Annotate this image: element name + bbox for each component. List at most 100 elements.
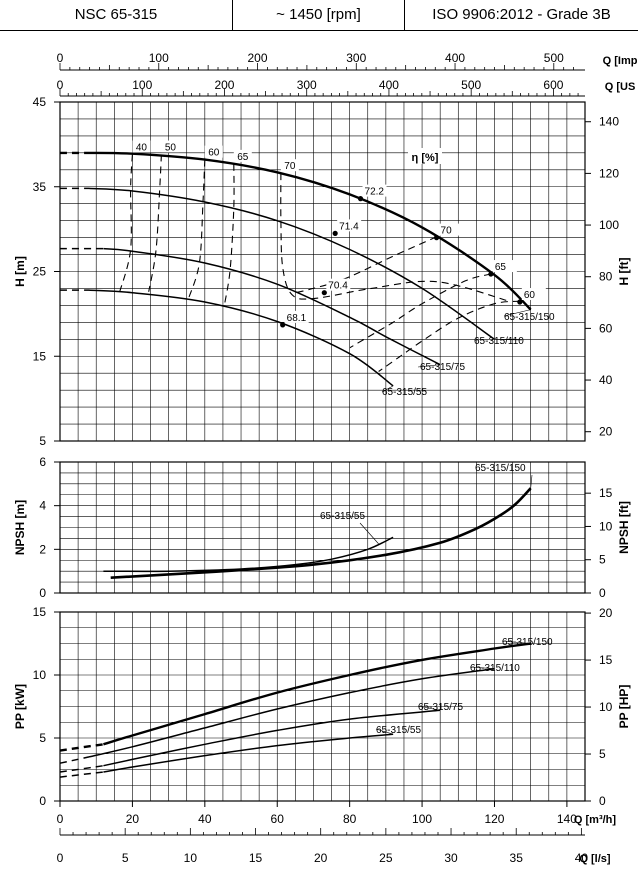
efficiency-contour-65 [224, 163, 235, 304]
model-cell: NSC 65-315 [0, 0, 233, 30]
imp-axis-title: Q [Imp gpm] [603, 55, 638, 67]
power-hp-axis-title: PP [HP] [617, 685, 631, 729]
efficiency-label-bg [132, 140, 151, 153]
power-curve-65-315/110 [88, 667, 495, 758]
q-tick-label: 60 [271, 812, 285, 826]
power-curve-65-315/110-dashed [59, 756, 90, 764]
imp-tick-label: 200 [248, 51, 268, 65]
power-y2-tick-label: 15 [599, 653, 613, 667]
power-label-150-leader [501, 640, 531, 644]
npsh-label-55-leader [359, 522, 379, 545]
efficiency-point-label-70: 70 [441, 226, 453, 237]
power-label-75-leader [417, 705, 441, 711]
efficiency-contour-60 [378, 300, 520, 372]
efficiency-label-60: 60 [208, 148, 220, 159]
head-y-tick-label: 35 [33, 180, 47, 194]
q-axis-title: Q [m³/h] [574, 814, 616, 826]
power-y-tick-label: 0 [39, 794, 46, 808]
head-curve-65-315/150 [88, 151, 532, 311]
head-y2-tick-label: 140 [599, 115, 619, 129]
imp-tick-label: 100 [149, 51, 169, 65]
head-y2-tick-label: 100 [599, 218, 619, 232]
us-tick-label: 300 [297, 78, 317, 92]
efficiency-point-label-68.1: 68.1 [287, 313, 307, 324]
efficiency-contour-60 [187, 159, 206, 299]
efficiency-label-70: 70 [284, 161, 296, 172]
header-bar: NSC 65-315 ~ 1450 [rpm] ISO 9906:2012 - … [0, 0, 638, 31]
ls-axis-title: Q [l/s] [579, 853, 611, 865]
efficiency-point-label-72.2: 72.2 [365, 187, 385, 198]
npsh-curve-65-315/55 [103, 536, 394, 573]
imp-tick-label: 0 [57, 51, 64, 65]
efficiency-label-bg [204, 145, 223, 158]
power-curve-65-315/75 [103, 709, 441, 767]
head-label-110: 65-315/110 [474, 336, 524, 347]
efficiency-contour-40 [119, 154, 133, 292]
efficiency-point-bg [521, 288, 546, 301]
efficiency-point-label-60: 60 [524, 290, 536, 301]
head-y2-tick-label: 120 [599, 166, 619, 180]
head-y2-tick-label: 60 [599, 321, 613, 335]
ls-tick-label: 40 [575, 851, 589, 865]
npsh-y2-tick-label: 0 [599, 586, 606, 600]
q-tick-label: 100 [412, 812, 432, 826]
ls-tick-label: 20 [314, 851, 328, 865]
us-tick-label: 0 [57, 78, 64, 92]
power-label-110: 65-315/110 [470, 663, 520, 674]
efficiency-label-40: 40 [136, 143, 148, 154]
efficiency-point-bg [362, 184, 387, 197]
imp-tick-label: 400 [445, 51, 465, 65]
head-y2-tick-label: 40 [599, 373, 613, 387]
power-y-tick-label: 15 [33, 605, 47, 619]
npsh-label-150: 65-315/150 [475, 463, 526, 474]
power-y-tick-label: 10 [33, 668, 47, 682]
efficiency-point-bg [284, 310, 309, 323]
efficiency-point-68.1 [280, 322, 286, 328]
efficiency-contour-65 [349, 273, 492, 349]
ls-tick-label: 30 [444, 851, 458, 865]
efficiency-point-bg [326, 278, 351, 291]
us-axis-title: Q [US gpm] [605, 81, 638, 93]
efficiency-contour-70 [291, 236, 437, 295]
head-axis-title: H [m] [13, 256, 27, 287]
head-y2-tick-label: 20 [599, 425, 613, 439]
efficiency-point-60 [517, 299, 523, 305]
q-tick-label: 140 [557, 812, 577, 826]
efficiency-label-50: 50 [165, 143, 177, 154]
power-label-75: 65-315/75 [418, 702, 463, 713]
ls-tick-label: 0 [57, 851, 64, 865]
power-y2-tick-label: 5 [599, 747, 606, 761]
us-tick-label: 400 [379, 78, 399, 92]
npsh-y-tick-label: 6 [39, 455, 46, 469]
head-label-150: 65-315/150 [504, 312, 555, 323]
npsh-axis-title: NPSH [m] [13, 500, 27, 555]
power-curve-65-315/75-dashed [59, 764, 104, 773]
q-tick-label: 80 [343, 812, 357, 826]
head-ft-axis-title: H [ft] [617, 258, 631, 286]
npsh-panel-frame [59, 461, 586, 594]
head-label-55: 65-315/55 [382, 387, 427, 398]
efficiency-contour-50 [148, 154, 162, 292]
us-tick-label: 500 [461, 78, 481, 92]
npsh-y-tick-label: 4 [39, 499, 46, 513]
head-y-tick-label: 25 [33, 265, 47, 279]
power-y2-tick-label: 0 [599, 794, 606, 808]
head-y2-tick-label: 80 [599, 270, 613, 284]
q-tick-label: 120 [484, 812, 504, 826]
power-label-110-leader [469, 666, 495, 669]
efficiency-point-65 [488, 271, 494, 277]
us-tick-label: 100 [132, 78, 152, 92]
power-label-55: 65-315/55 [376, 725, 421, 736]
power-y-tick-label: 5 [39, 731, 46, 745]
efficiency-legend-bg [408, 148, 442, 164]
power-label-150: 65-315/150 [502, 637, 553, 648]
efficiency-point-bg [337, 219, 362, 232]
efficiency-legend: η [%] [412, 152, 439, 164]
us-tick-label: 200 [214, 78, 234, 92]
power-y2-tick-label: 10 [599, 700, 613, 714]
imp-tick-label: 500 [544, 51, 564, 65]
q-tick-label: 40 [198, 812, 212, 826]
power-label-55-leader [375, 728, 394, 735]
power-curve-65-315/55 [103, 733, 394, 773]
efficiency-label-65: 65 [237, 152, 249, 163]
